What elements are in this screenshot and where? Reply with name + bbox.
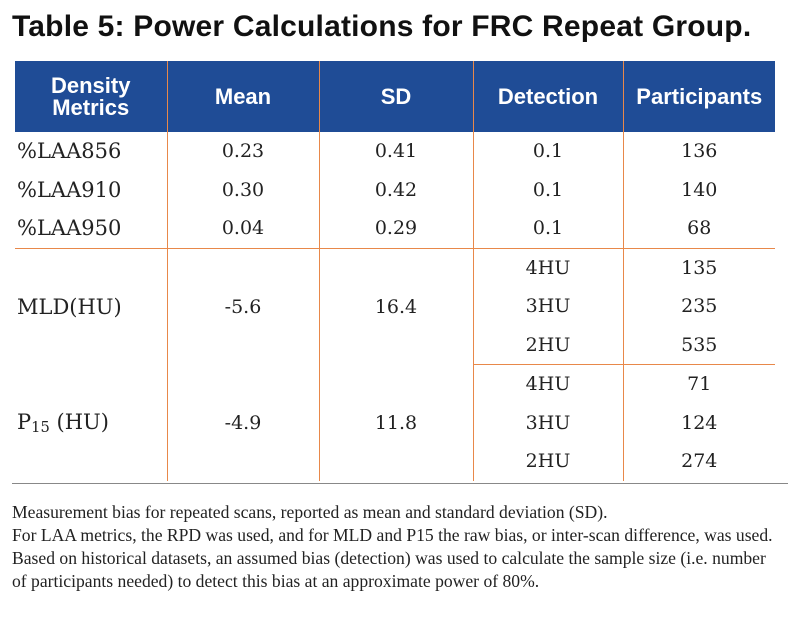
detection-cell: 0.1 — [472, 209, 623, 249]
metric-cell: MLD(HU) — [17, 294, 122, 319]
sd-cell: 0.42 — [318, 170, 473, 209]
footnote-line: For LAA metrics, the RPD was used, and f… — [12, 525, 773, 545]
mean-cell: -5.6 — [166, 248, 319, 365]
mean-cell: 0.23 — [166, 132, 319, 171]
table-row: 3HU 235 — [15, 287, 775, 326]
participants-cell: 68 — [622, 209, 775, 249]
sd-cell: 0.29 — [318, 209, 473, 249]
detection-cell: 4HU — [472, 248, 623, 287]
metric-base: P — [17, 409, 32, 434]
table-row: P15 (HU) -4.9 11.8 4HU 71 — [15, 364, 775, 481]
metric-cell: %LAA910 — [17, 177, 122, 202]
detection-cell: 2HU — [472, 325, 623, 365]
detection-cell: 2HU — [472, 442, 623, 481]
detection-cell: 3HU — [472, 287, 623, 326]
mean-cell: 0.04 — [166, 209, 319, 249]
metric-cell: %LAA950 — [15, 209, 167, 249]
metric-cell: P15 (HU) — [15, 365, 167, 481]
table-row: %LAA910 0.30 0.42 0.1 140 — [15, 170, 775, 209]
participants-cell: 235 — [622, 287, 775, 326]
table-row: MLD(HU) -5.6 16.4 4HU 135 — [15, 248, 775, 365]
participants-cell: 124 — [622, 403, 775, 442]
sd-cell: 16.4 — [318, 248, 473, 365]
sd-cell: 0.41 — [318, 132, 473, 171]
header-sd: SD — [318, 61, 473, 132]
footnote-divider — [12, 483, 788, 484]
metric-subscript: 15 — [31, 418, 50, 436]
header-row: Density Metrics Mean SD Detection Partic… — [15, 61, 775, 132]
header-density-metrics: Density Metrics — [15, 61, 167, 132]
participants-cell: 71 — [622, 364, 775, 404]
detection-cell: 0.1 — [472, 170, 623, 209]
header-participants: Participants — [622, 61, 775, 132]
table-row: 3HU 124 — [15, 403, 775, 442]
metric-unit: (HU) — [49, 409, 109, 434]
power-calculations-table: Density Metrics Mean SD Detection Partic… — [15, 61, 775, 481]
detection-cell: 3HU — [472, 403, 623, 442]
table-footnotes: Measurement bias for repeated scans, rep… — [12, 501, 792, 593]
footnote-line: Based on historical datasets, an assumed… — [12, 548, 766, 568]
table-title: Table 5: Power Calculations for FRC Repe… — [12, 10, 752, 43]
mean-cell: -4.9 — [166, 364, 319, 481]
participants-cell: 274 — [622, 442, 775, 481]
table-row: %LAA950 0.04 0.29 0.1 68 — [15, 209, 775, 249]
footnote-line: Measurement bias for repeated scans, rep… — [12, 502, 608, 522]
participants-cell: 136 — [622, 132, 775, 171]
table-row: 2HU 274 — [15, 442, 775, 481]
detection-cell: 0.1 — [472, 132, 623, 171]
mean-cell: 0.30 — [166, 170, 319, 209]
detection-cell: 4HU — [472, 364, 623, 404]
footnote-line: of participants needed) to detect this b… — [12, 571, 540, 591]
header-mean: Mean — [166, 61, 319, 132]
table-row: 2HU 535 — [15, 325, 775, 365]
table-row: %LAA856 0.23 0.41 0.1 136 — [15, 132, 775, 171]
participants-cell: 140 — [622, 170, 775, 209]
participants-cell: 535 — [622, 325, 775, 365]
header-detection: Detection — [472, 61, 623, 132]
sd-cell: 11.8 — [318, 364, 473, 481]
metric-cell: %LAA856 — [17, 139, 122, 164]
participants-cell: 135 — [622, 248, 775, 287]
